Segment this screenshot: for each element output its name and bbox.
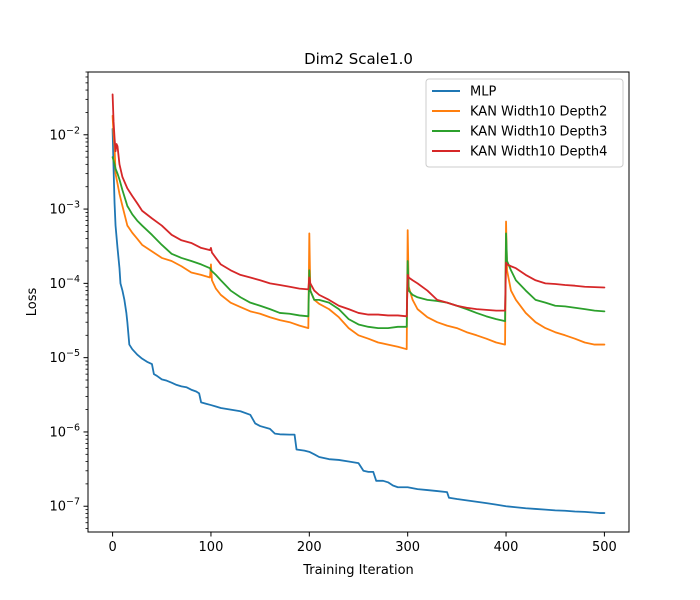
- y-axis: 10−7 10−6 10−5 10−4 10−3 10−2: [49, 71, 88, 530]
- y-tick-label-3: 10−4: [49, 274, 80, 292]
- legend-box: [425, 78, 624, 168]
- x-tick-label-100: 100: [199, 540, 224, 555]
- y-tick-label-4: 10−3: [49, 200, 80, 218]
- y-tick-label-0: 10−7: [49, 497, 80, 515]
- series-line-0: [111, 128, 606, 514]
- x-axis-label: Training Iteration: [302, 563, 414, 578]
- series-line-3: [111, 93, 606, 318]
- legend-label-kan-depth4: KAN Width10 Depth4: [470, 145, 607, 160]
- x-tick-label-400: 400: [494, 540, 519, 555]
- x-tick-label-0: 0: [108, 540, 116, 555]
- plot-area-frame: [87, 71, 630, 533]
- y-axis-label: Loss: [25, 288, 40, 317]
- y-tick-label-5: 10−2: [49, 125, 80, 143]
- series-line-2: [111, 156, 606, 329]
- legend-label-mlp: MLP: [470, 85, 496, 100]
- series-layer: [111, 93, 606, 514]
- x-tick-label-500: 500: [592, 540, 617, 555]
- legend-label-kan-depth3: KAN Width10 Depth3: [470, 125, 607, 140]
- chart-title: Dim2 Scale1.0: [304, 50, 413, 68]
- y-tick-label-1: 10−6: [49, 422, 80, 440]
- legend: MLP KAN Width10 Depth2 KAN Width10 Depth…: [425, 78, 624, 168]
- x-tick-label-200: 200: [297, 540, 322, 555]
- legend-label-kan-depth2: KAN Width10 Depth2: [470, 105, 607, 120]
- x-axis: 0 100 200 300 400 500: [108, 532, 617, 555]
- x-tick-label-300: 300: [395, 540, 420, 555]
- y-tick-label-2: 10−5: [49, 348, 80, 366]
